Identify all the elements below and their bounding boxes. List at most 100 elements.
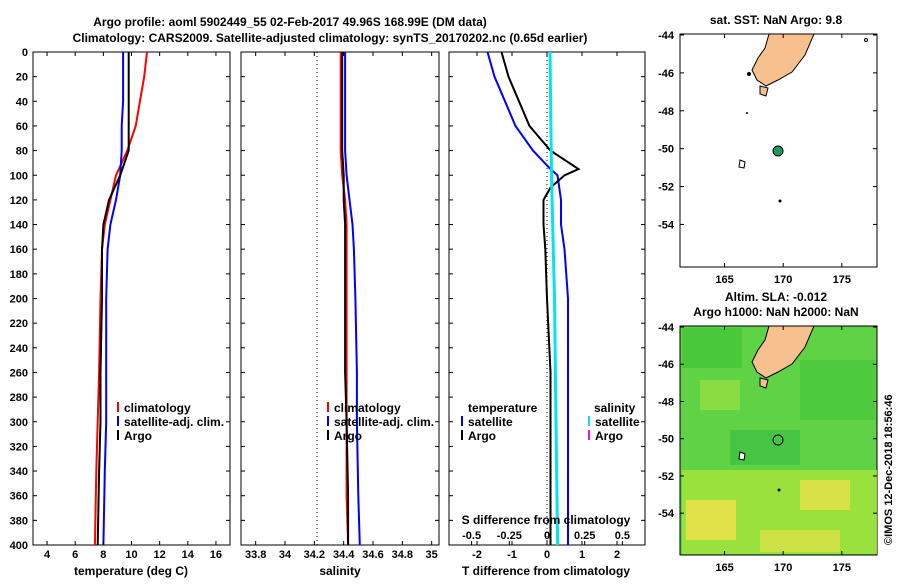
depth-tick-label: 100 bbox=[10, 170, 28, 182]
legend-label-argo: Argo bbox=[124, 429, 152, 443]
x-tick-label: 10 bbox=[125, 549, 137, 561]
figure-title-line2: Climatology: CARS2009. Satellite-adjuste… bbox=[73, 31, 588, 45]
x-tick-label: 8 bbox=[100, 549, 106, 561]
x-tick-label: 35 bbox=[426, 549, 438, 561]
sla-patch bbox=[700, 380, 740, 410]
x-tick-label: 34.4 bbox=[333, 549, 355, 561]
series-line-satellite-adj-clim- bbox=[344, 52, 361, 546]
series-line-argo bbox=[341, 52, 350, 545]
depth-tick-label: 240 bbox=[10, 343, 28, 355]
legend-label-sal-satellite: satellite bbox=[595, 415, 640, 429]
sst-map: sat. SST: NaN Argo: 9.8 -44-46-48-50-52-… bbox=[658, 13, 878, 286]
x-tick-label: 33.8 bbox=[245, 549, 266, 561]
sla-patch bbox=[686, 500, 736, 540]
series-line-temperature-satellite bbox=[486, 51, 569, 545]
lat-tick-label: -44 bbox=[658, 30, 675, 42]
lat-tick-label: -50 bbox=[658, 434, 674, 446]
depth-tick-label: 340 bbox=[10, 466, 28, 478]
island-shape bbox=[759, 85, 769, 97]
x-tick-label: 2 bbox=[614, 549, 620, 561]
salinity-x-label: salinity bbox=[319, 564, 361, 578]
sla-map-title-line2: Argo h1000: NaN h2000: NaN bbox=[693, 305, 858, 319]
sla-map-axes: -44 -46 -48 -50 -52 -54 165 170 175 bbox=[658, 322, 877, 574]
sla-patch bbox=[760, 530, 840, 552]
depth-tick-label: 300 bbox=[10, 417, 28, 429]
lon-tick-label: 175 bbox=[833, 562, 851, 574]
lon-tick-label: 170 bbox=[774, 562, 792, 574]
x-tick-label: 14 bbox=[182, 549, 195, 561]
campbell-island bbox=[777, 488, 781, 492]
sst-map-axes: -44 -46 -48 -50 -52 -54 165 170 175 bbox=[658, 30, 877, 286]
island-dot bbox=[864, 38, 868, 42]
difference-x-label: T difference from climatology bbox=[462, 564, 630, 578]
temperature-legend: climatology satellite-adj. clim. Argo bbox=[117, 401, 224, 443]
island-dot bbox=[747, 72, 751, 76]
depth-tick-label: 140 bbox=[10, 220, 28, 232]
x-tick-label: 34 bbox=[279, 549, 292, 561]
x-tick-label: -1 bbox=[507, 549, 517, 561]
depth-tick-label: 40 bbox=[16, 96, 28, 108]
x-tick-label: 16 bbox=[210, 549, 222, 561]
s-tick-label: -0.25 bbox=[497, 530, 522, 542]
sla-patch bbox=[800, 360, 875, 420]
lat-tick-label: -54 bbox=[658, 219, 675, 231]
x-tick-label: 4 bbox=[44, 549, 51, 561]
depth-tick-label: 120 bbox=[10, 195, 28, 207]
lat-tick-label: -44 bbox=[658, 322, 675, 334]
lat-tick-label: -52 bbox=[658, 182, 674, 194]
legend-title-salinity: salinity bbox=[594, 401, 636, 415]
legend-label-satellite: satellite-adj. clim. bbox=[334, 415, 434, 429]
temperature-x-axis: 4 6 8 10 12 14 16 bbox=[44, 52, 222, 561]
depth-tick-label: 280 bbox=[10, 392, 28, 404]
lat-tick-label: -46 bbox=[658, 68, 674, 80]
depth-tick-label: 180 bbox=[10, 269, 28, 281]
sla-patch bbox=[682, 328, 742, 368]
depth-tick-label: 260 bbox=[10, 367, 28, 379]
imos-credit: ©IMOS 12-Dec-2018 18:56:46 bbox=[883, 394, 895, 545]
depth-tick-label: 200 bbox=[10, 294, 28, 306]
difference-series bbox=[486, 51, 581, 546]
x-tick-label: 6 bbox=[72, 549, 78, 561]
depth-tick-label: 80 bbox=[16, 146, 28, 158]
lon-tick-label: 165 bbox=[715, 274, 733, 286]
lat-tick-label: -54 bbox=[658, 508, 675, 520]
salinity-x-axis: 33.8 34 34.2 34.4 34.6 34.8 35 bbox=[245, 52, 438, 561]
depth-tick-label: 60 bbox=[16, 121, 28, 133]
legend-label-temp-satellite: satellite bbox=[468, 415, 513, 429]
legend-title-temperature: temperature bbox=[468, 401, 538, 415]
difference-x-axis: -2 -1 0 1 2 bbox=[472, 52, 620, 561]
lon-tick-label: 165 bbox=[715, 562, 733, 574]
argo-float-marker bbox=[772, 434, 784, 446]
depth-tick-label: 360 bbox=[10, 491, 28, 503]
depth-tick-label: 400 bbox=[10, 540, 28, 552]
x-tick-label: -2 bbox=[472, 549, 482, 561]
salinity-panel: 33.8 34 34.2 34.4 34.6 34.8 35 salinity climat… bbox=[240, 51, 440, 578]
temperature-panel: 4 6 8 10 12 14 16 temperature (deg C) climatol… bbox=[32, 51, 231, 578]
island-dot bbox=[746, 112, 748, 114]
legend-label-climatology: climatology bbox=[124, 401, 191, 415]
difference-legend: temperature satellite Argo salinity sate… bbox=[461, 401, 640, 443]
depth-tick-label: 160 bbox=[10, 244, 28, 256]
lon-tick-label: 175 bbox=[833, 274, 851, 286]
x-tick-label: 0 bbox=[544, 549, 550, 561]
argo-float-marker bbox=[772, 145, 784, 157]
depth-tick-label: 220 bbox=[10, 318, 28, 330]
island-shape bbox=[759, 377, 769, 389]
depth-axis: 0 20 40 60 80 100 120 140 160 180 200 220 240 260 280 3… bbox=[10, 47, 645, 552]
temperature-series bbox=[93, 51, 148, 546]
lat-tick-label: -52 bbox=[658, 471, 674, 483]
x-tick-label: 1 bbox=[579, 549, 585, 561]
x-tick-label: 34.2 bbox=[304, 549, 325, 561]
figure-title-line1: Argo profile: aoml 5902449_55 02-Feb-201… bbox=[93, 15, 487, 29]
x-tick-label: 34.6 bbox=[362, 549, 383, 561]
depth-tick-label: 320 bbox=[10, 441, 28, 453]
series-line-salinity-satellite bbox=[548, 51, 560, 546]
sla-color-field bbox=[682, 328, 877, 554]
s-tick-label: 0.5 bbox=[615, 530, 630, 542]
legend-label-argo: Argo bbox=[334, 429, 362, 443]
lat-tick-label: -48 bbox=[658, 396, 674, 408]
sla-patch bbox=[800, 480, 850, 510]
salinity-difference-title: S difference from climatology bbox=[462, 513, 631, 527]
legend-label-temp-argo: Argo bbox=[468, 429, 496, 443]
